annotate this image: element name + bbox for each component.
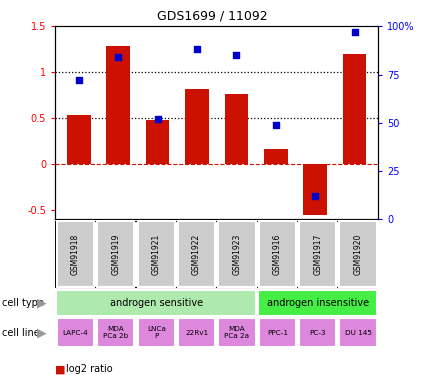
Bar <box>97 221 134 287</box>
Point <box>154 116 161 122</box>
Bar <box>259 221 296 287</box>
Bar <box>299 221 336 287</box>
Bar <box>218 318 255 348</box>
Point <box>272 122 279 128</box>
Bar <box>225 94 248 164</box>
Text: GSM91919: GSM91919 <box>111 233 120 275</box>
Text: GSM91920: GSM91920 <box>354 233 363 275</box>
Bar <box>340 221 377 287</box>
Bar <box>97 318 134 348</box>
Text: 22Rv1: 22Rv1 <box>185 330 208 336</box>
Bar <box>67 116 91 164</box>
Text: GSM91922: GSM91922 <box>192 233 201 274</box>
Point <box>233 52 240 58</box>
Bar <box>138 318 175 348</box>
Text: GSM91916: GSM91916 <box>273 233 282 275</box>
Text: ▶: ▶ <box>37 326 46 339</box>
Text: androgen insensitive: androgen insensitive <box>266 298 369 308</box>
Text: cell type: cell type <box>2 298 44 308</box>
Text: GDS1699 / 11092: GDS1699 / 11092 <box>157 9 268 22</box>
Bar <box>303 164 327 215</box>
Text: PPC-1: PPC-1 <box>267 330 288 336</box>
Text: MDA
PCa 2a: MDA PCa 2a <box>224 326 249 339</box>
Text: GSM91923: GSM91923 <box>232 233 241 275</box>
Bar <box>146 120 170 164</box>
Bar <box>138 221 175 287</box>
Text: GSM91921: GSM91921 <box>152 233 161 274</box>
Text: ■: ■ <box>55 364 66 374</box>
Bar <box>258 290 377 316</box>
Text: LAPC-4: LAPC-4 <box>62 330 88 336</box>
Bar <box>259 318 296 348</box>
Text: PC-3: PC-3 <box>309 330 326 336</box>
Text: GSM91918: GSM91918 <box>71 233 80 274</box>
Bar <box>57 221 94 287</box>
Bar <box>340 318 377 348</box>
Point <box>351 29 358 35</box>
Bar <box>343 54 366 164</box>
Point <box>115 54 122 60</box>
Text: MDA
PCa 2b: MDA PCa 2b <box>103 326 128 339</box>
Bar <box>264 148 288 164</box>
Text: GSM91917: GSM91917 <box>313 233 322 275</box>
Text: LNCa
P: LNCa P <box>147 326 166 339</box>
Text: log2 ratio: log2 ratio <box>66 364 113 374</box>
Text: cell line: cell line <box>2 328 40 338</box>
Bar <box>178 318 215 348</box>
Point <box>312 193 319 199</box>
Bar <box>178 221 215 287</box>
Bar <box>106 46 130 164</box>
Bar <box>185 89 209 164</box>
Text: ▶: ▶ <box>37 296 46 309</box>
Point <box>194 46 201 53</box>
Bar <box>56 290 256 316</box>
Text: DU 145: DU 145 <box>345 330 371 336</box>
Bar <box>218 221 255 287</box>
Text: androgen sensitive: androgen sensitive <box>110 298 203 308</box>
Bar <box>299 318 336 348</box>
Point <box>76 77 82 83</box>
Bar <box>57 318 94 348</box>
